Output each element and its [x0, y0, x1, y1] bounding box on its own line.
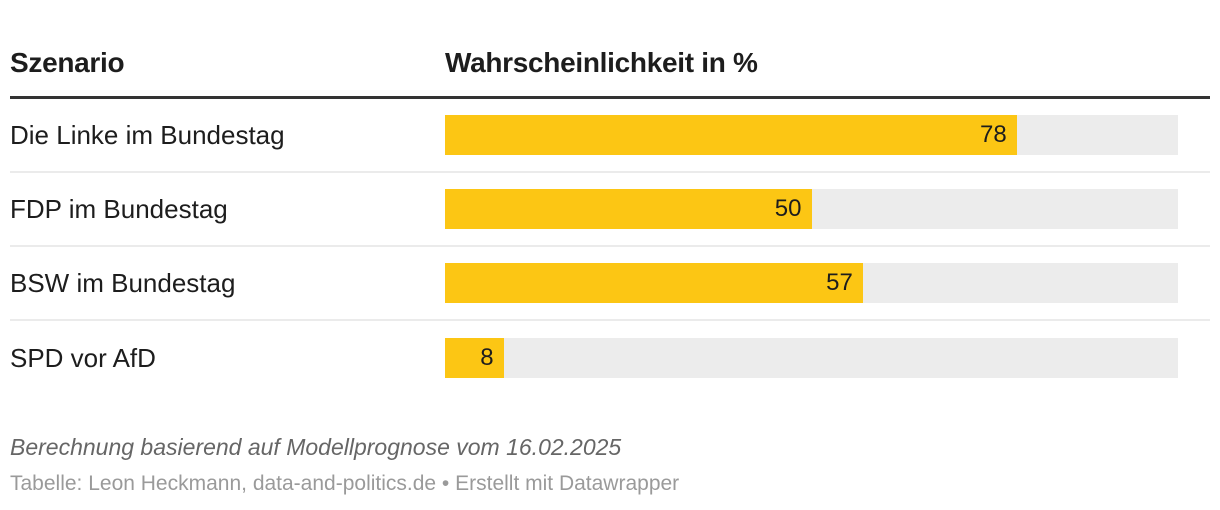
scenario-label: FDP im Bundestag — [10, 194, 228, 224]
bar-value-label: 50 — [774, 195, 802, 222]
bar-track: 57 — [445, 263, 1178, 303]
probability-bar: 78 — [445, 115, 1017, 155]
table-row: FDP im Bundestag 50 — [10, 173, 1210, 247]
chart-footer: Berechnung basierend auf Modellprognose … — [10, 432, 1210, 498]
model-note: Berechnung basierend auf Modellprognose … — [10, 434, 622, 460]
table-row: SPD vor AfD 8 — [10, 321, 1210, 395]
table-body: Die Linke im Bundestag 78 FDP im Bundest… — [10, 99, 1210, 395]
bar-track: 78 — [445, 115, 1178, 155]
table-header-row: Szenario Wahrscheinlichkeit in % — [10, 46, 1210, 80]
probability-bar-table: Szenario Wahrscheinlichkeit in % Die Lin… — [10, 46, 1210, 498]
column-header-szenario: Szenario — [10, 47, 125, 78]
source-byline: Tabelle: Leon Heckmann, data-and-politic… — [10, 472, 680, 495]
probability-bar: 50 — [445, 189, 812, 229]
scenario-label: BSW im Bundestag — [10, 268, 236, 298]
probability-bar: 8 — [445, 338, 504, 378]
table-row: Die Linke im Bundestag 78 — [10, 99, 1210, 173]
bar-value-label: 8 — [480, 344, 494, 371]
probability-bar: 57 — [445, 263, 863, 303]
table-row: BSW im Bundestag 57 — [10, 247, 1210, 321]
bar-value-label: 78 — [980, 121, 1007, 148]
header-rule — [10, 96, 1210, 99]
bar-value-label: 57 — [826, 269, 853, 296]
bar-track: 50 — [445, 189, 1178, 229]
scenario-label: SPD vor AfD — [10, 343, 156, 373]
scenario-label: Die Linke im Bundestag — [10, 120, 285, 150]
bar-track: 8 — [445, 338, 1178, 378]
column-header-wahrscheinlichkeit: Wahrscheinlichkeit in % — [445, 47, 758, 78]
